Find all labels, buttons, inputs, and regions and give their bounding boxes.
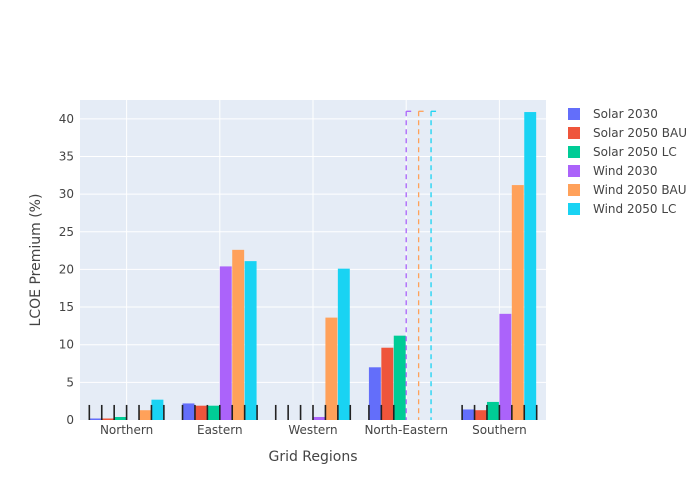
bar — [194, 405, 207, 420]
bar — [232, 249, 245, 420]
bar — [474, 410, 487, 420]
bar — [89, 418, 102, 420]
bar — [325, 317, 338, 420]
legend-swatch — [568, 203, 580, 215]
dashed-bar-outline — [405, 110, 412, 420]
bar — [368, 367, 381, 420]
dashed-bar-outline — [417, 110, 425, 420]
bar — [207, 405, 220, 420]
y-tick-labels: 0 5 10 15 20 25 30 35 40 — [59, 112, 74, 427]
y-tick-label: 35 — [59, 149, 74, 163]
x-tick-label: Western — [288, 423, 337, 437]
bar — [486, 401, 499, 420]
bar — [139, 410, 151, 420]
dashed-bar-outline — [430, 110, 437, 420]
dashed-outline-layer — [405, 110, 437, 420]
legend-label: Wind 2030 — [593, 164, 658, 178]
bars-layer — [89, 112, 537, 420]
bar — [393, 335, 406, 420]
y-tick-label: 15 — [59, 300, 74, 314]
legend-label: Solar 2050 BAU — [593, 126, 687, 140]
x-tick-label: Eastern — [197, 423, 243, 437]
bar — [499, 313, 512, 420]
y-tick-label: 20 — [59, 262, 74, 276]
bar — [244, 261, 257, 420]
error-bars-layer — [88, 404, 538, 420]
legend: Solar 2030 Solar 2050 BAU Solar 2050 LC Win… — [568, 107, 687, 216]
bar — [524, 112, 537, 420]
legend-swatch — [568, 127, 580, 139]
bar — [313, 416, 325, 420]
bar — [219, 266, 232, 420]
y-tick-label: 25 — [59, 225, 74, 239]
legend-label: Wind 2050 BAU — [593, 183, 687, 197]
legend-swatch — [568, 108, 580, 120]
x-tick-labels: Northern Eastern Western North-Eastern South… — [100, 423, 527, 437]
y-axis-title: LCOE Premium (%) — [28, 194, 44, 327]
legend-swatch — [568, 184, 580, 196]
bar — [511, 185, 524, 420]
y-tick-label: 30 — [59, 187, 74, 201]
bar — [381, 347, 394, 420]
bar — [101, 418, 114, 420]
y-tick-label: 0 — [66, 413, 74, 427]
bar — [182, 403, 195, 420]
bar — [337, 268, 350, 420]
bar — [462, 409, 475, 420]
legend-label: Wind 2050 LC — [593, 202, 676, 216]
y-tick-label: 10 — [59, 338, 74, 352]
legend-label: Solar 2050 LC — [593, 145, 677, 159]
x-axis-title: Grid Regions — [268, 449, 357, 465]
bar — [114, 416, 127, 420]
y-tick-label: 5 — [66, 375, 74, 389]
x-tick-label: Southern — [472, 423, 527, 437]
legend-swatch — [568, 146, 580, 158]
legend-swatch — [568, 165, 580, 177]
y-tick-label: 40 — [59, 112, 74, 126]
legend-label: Solar 2030 — [593, 107, 658, 121]
x-tick-label: North-Eastern — [364, 423, 448, 437]
x-tick-label: Northern — [100, 423, 153, 437]
bar — [151, 399, 164, 420]
